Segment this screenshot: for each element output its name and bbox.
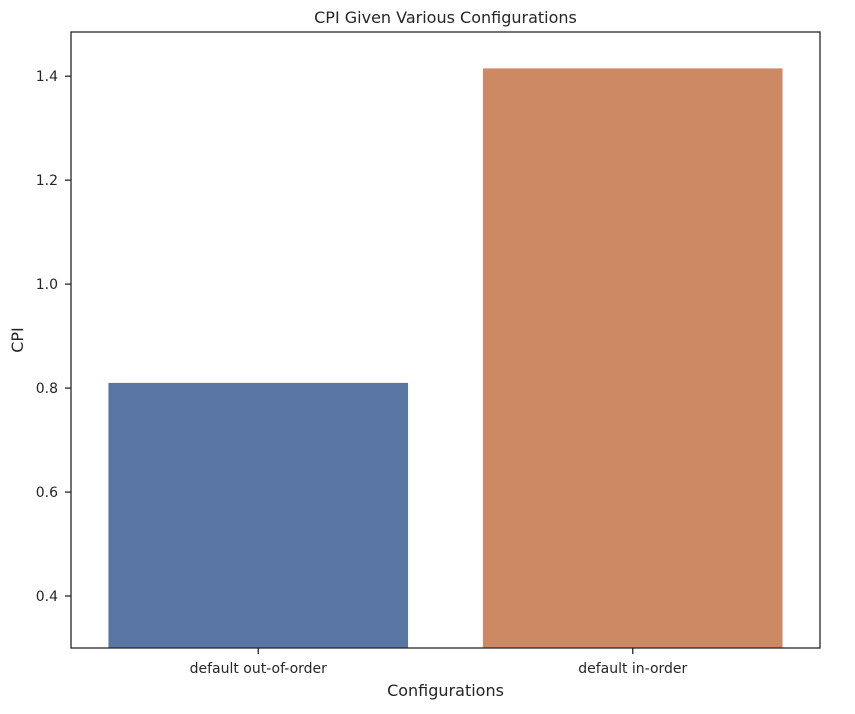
y-tick-label: 0.6: [36, 485, 58, 501]
y-tick-label: 1.2: [36, 173, 58, 189]
x-axis-ticks: default out-of-order default in-order: [190, 648, 688, 677]
y-tick-label: 1.0: [36, 277, 58, 293]
y-tick-label: 0.4: [36, 589, 58, 605]
bars-group: [108, 68, 783, 648]
y-axis-ticks: 0.4 0.6 0.8 1.0 1.2 1.4: [36, 69, 71, 605]
y-axis-label: CPI: [8, 327, 27, 353]
chart-title: CPI Given Various Configurations: [314, 8, 577, 27]
bar-0: [108, 382, 409, 648]
y-tick-label: 1.4: [36, 69, 58, 85]
x-tick-label: default in-order: [578, 661, 687, 677]
plot-frame: [70, 31, 821, 649]
x-axis-label: Configurations: [387, 681, 504, 700]
x-tick-label: default out-of-order: [190, 661, 328, 677]
y-tick-label: 0.8: [36, 381, 58, 397]
bar-1: [482, 68, 783, 648]
